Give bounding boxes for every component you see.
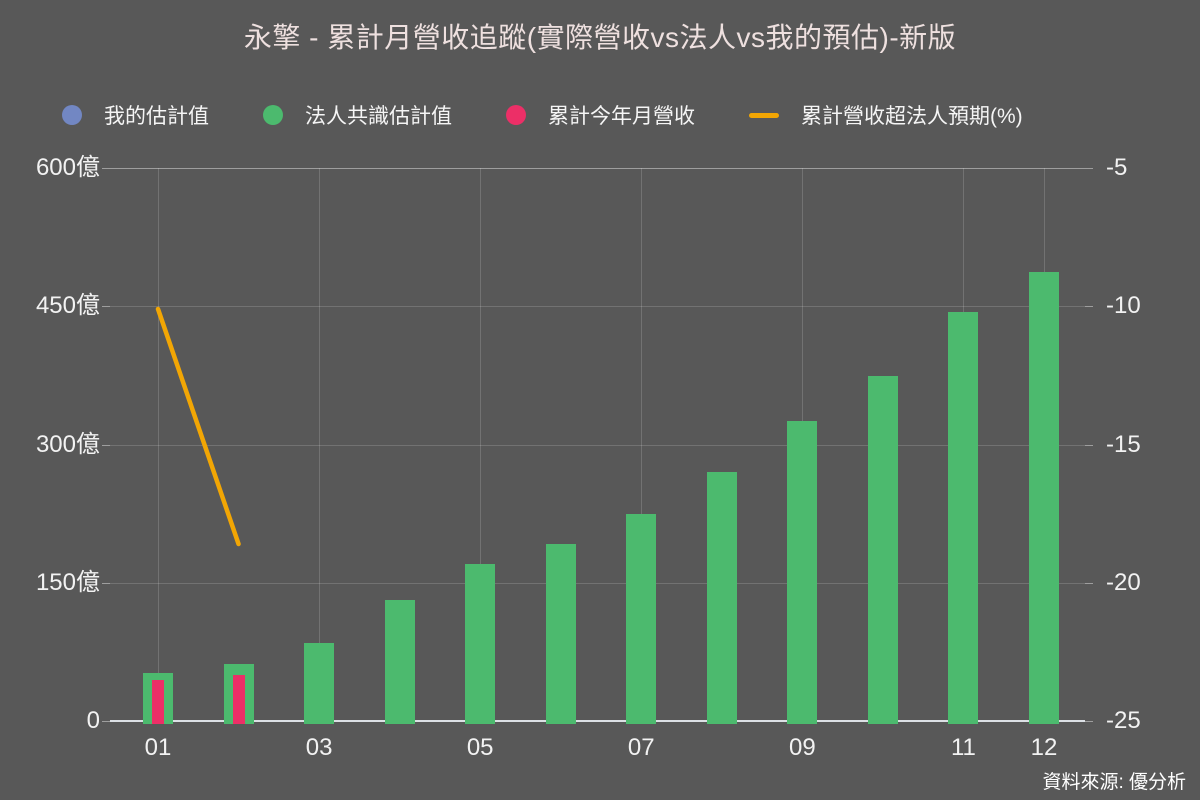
- legend-label: 累計今年月營收: [548, 105, 695, 128]
- bar-consensus-12[interactable]: [1029, 272, 1059, 724]
- left-axis-tick: [102, 582, 110, 584]
- x-axis-label: 01: [144, 734, 172, 761]
- bar-actual-01[interactable]: [152, 679, 164, 724]
- bar-consensus-06[interactable]: [545, 544, 576, 724]
- bar-consensus-09[interactable]: [787, 420, 818, 724]
- bar-consensus-08[interactable]: [706, 472, 737, 724]
- y-axis-label-left: 150億: [35, 568, 100, 596]
- legend-dot-icon: [263, 105, 283, 125]
- y-axis-label-left: 0: [86, 707, 100, 734]
- left-axis-tick: [102, 721, 110, 722]
- h-gridline: [110, 168, 1085, 169]
- x-axis-label: 07: [627, 734, 655, 761]
- legend-label: 我的估計值: [104, 105, 209, 128]
- y-axis-label-right: -10: [1106, 292, 1141, 320]
- legend-item-2[interactable]: 法人共識估計值: [263, 100, 452, 130]
- left-axis-tick: [102, 168, 110, 169]
- legend-item-4[interactable]: 累計營收超法人預期(%): [749, 100, 1023, 130]
- bar-consensus-11[interactable]: [948, 311, 979, 724]
- bar-consensus-05[interactable]: [465, 564, 496, 724]
- h-gridline: [110, 306, 1085, 308]
- y-axis-label-left: 300億: [35, 430, 100, 458]
- right-axis-tick: [1085, 168, 1093, 169]
- legend-label: 法人共識估計值: [305, 105, 452, 128]
- chart-title: 永擎 - 累計月營收追蹤(實際營收vs法人vs我的預估)-新版: [243, 22, 957, 53]
- y-axis-label-left: 600億: [35, 154, 100, 181]
- legend-dot-icon: [62, 105, 82, 125]
- bar-actual-02[interactable]: [232, 674, 245, 724]
- x-axis-label: 11: [950, 734, 976, 761]
- x-axis-label: 12: [1030, 734, 1058, 761]
- h-gridline: [110, 720, 1085, 722]
- legend-label: 累計營收超法人預期(%): [801, 105, 1023, 128]
- legend: 我的估計值 法人共識估計值 累計今年月營收 累計營收超法人預期(%): [62, 100, 1023, 130]
- legend-line-marker-icon: [749, 112, 779, 118]
- v-gridline: [319, 168, 321, 721]
- v-gridline: [641, 168, 643, 721]
- x-axis-label: 03: [305, 734, 333, 761]
- bar-consensus-04[interactable]: [384, 600, 415, 724]
- left-axis-tick: [102, 306, 110, 308]
- y-axis-label-right: -20: [1106, 568, 1141, 596]
- x-axis-label: 09: [789, 734, 816, 761]
- source-note: 資料來源: 優分析: [1042, 772, 1186, 793]
- v-gridline: [158, 168, 159, 721]
- y-axis-label-right: -25: [1106, 707, 1141, 734]
- bar-consensus-03[interactable]: [304, 642, 335, 724]
- legend-dot-icon: [506, 105, 526, 125]
- y-axis-label-right: -15: [1106, 430, 1141, 458]
- y-axis-label-right: -5: [1106, 154, 1128, 181]
- right-axis-tick: [1085, 306, 1093, 308]
- left-axis-tick: [102, 444, 110, 446]
- h-gridline: [110, 582, 1085, 584]
- legend-item-3[interactable]: 累計今年月營收: [506, 100, 695, 130]
- y-axis-label-left: 450億: [35, 292, 100, 320]
- right-axis-tick: [1085, 582, 1093, 584]
- bar-consensus-10[interactable]: [867, 376, 898, 724]
- v-gridline: [480, 168, 482, 721]
- x-axis-label: 05: [466, 734, 494, 761]
- h-gridline: [110, 444, 1085, 446]
- legend-item-1[interactable]: 我的估計值: [62, 100, 209, 130]
- bar-consensus-07[interactable]: [626, 513, 657, 724]
- right-axis-tick: [1085, 444, 1093, 446]
- right-axis-tick: [1085, 721, 1093, 722]
